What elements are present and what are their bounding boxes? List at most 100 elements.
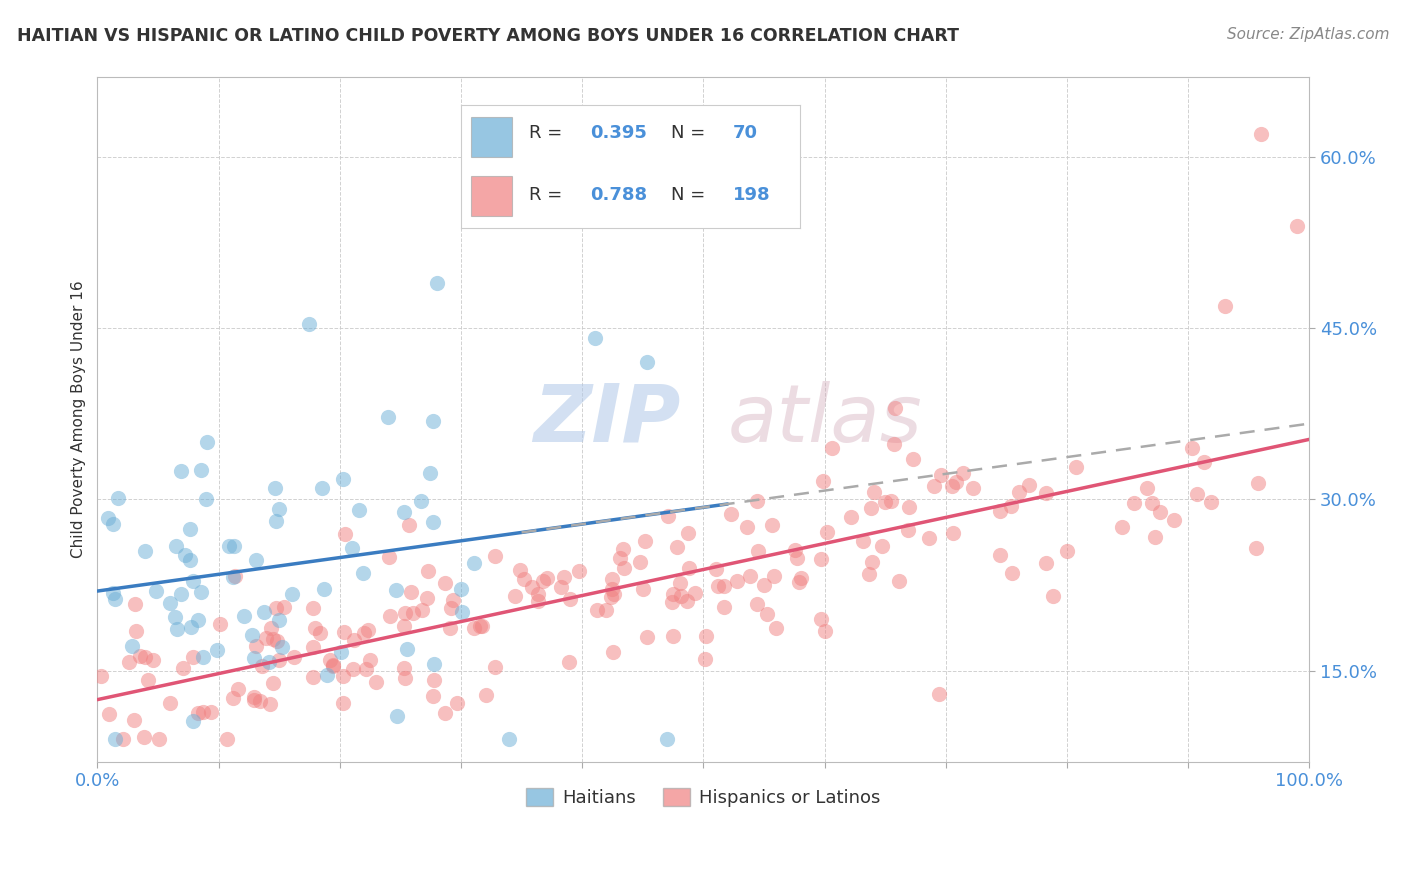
Point bbox=[941, 479, 963, 493]
Point bbox=[419, 466, 441, 480]
Point bbox=[187, 706, 209, 720]
Point bbox=[553, 570, 575, 584]
Point bbox=[97, 510, 120, 524]
Point bbox=[312, 582, 335, 596]
Point bbox=[550, 580, 572, 594]
Point bbox=[463, 622, 485, 636]
Point bbox=[134, 649, 156, 664]
Point bbox=[332, 669, 354, 683]
Point bbox=[342, 662, 364, 676]
Point bbox=[450, 605, 472, 619]
Point bbox=[484, 549, 506, 563]
Point bbox=[852, 534, 875, 549]
Point bbox=[422, 414, 444, 428]
Point bbox=[1122, 496, 1144, 510]
Point bbox=[471, 619, 494, 633]
Point bbox=[222, 570, 245, 584]
Point bbox=[181, 574, 204, 589]
Point bbox=[720, 507, 742, 521]
Point bbox=[283, 650, 305, 665]
Point bbox=[463, 556, 485, 570]
Point bbox=[1111, 520, 1133, 534]
Point bbox=[880, 494, 903, 508]
Point bbox=[205, 643, 228, 657]
Point bbox=[676, 525, 699, 540]
Point bbox=[814, 624, 837, 639]
Point bbox=[302, 670, 325, 684]
Point bbox=[222, 539, 245, 553]
Point bbox=[226, 681, 249, 696]
Point bbox=[568, 564, 591, 578]
Point bbox=[395, 641, 418, 656]
Point bbox=[713, 579, 735, 593]
Y-axis label: Child Poverty Among Boys Under 16: Child Poverty Among Boys Under 16 bbox=[72, 281, 86, 558]
Point bbox=[411, 603, 433, 617]
Point bbox=[585, 602, 607, 616]
Point bbox=[810, 612, 832, 626]
Point bbox=[1244, 541, 1267, 555]
Point bbox=[815, 524, 838, 539]
Point bbox=[399, 584, 422, 599]
Point bbox=[384, 582, 406, 597]
Point bbox=[136, 673, 159, 688]
Point bbox=[988, 548, 1011, 562]
Point bbox=[1199, 495, 1222, 509]
Point bbox=[988, 504, 1011, 518]
Point bbox=[124, 624, 146, 639]
Point bbox=[165, 539, 187, 553]
Point bbox=[364, 675, 387, 690]
Point bbox=[173, 548, 195, 562]
Point bbox=[129, 648, 152, 663]
Point bbox=[259, 697, 281, 711]
Point bbox=[249, 694, 271, 708]
Point bbox=[662, 629, 685, 643]
Point bbox=[422, 689, 444, 703]
Point bbox=[179, 552, 201, 566]
Point bbox=[1018, 478, 1040, 492]
Point bbox=[945, 475, 967, 490]
Point bbox=[322, 657, 344, 672]
Point bbox=[260, 621, 283, 635]
Point bbox=[612, 541, 634, 556]
Legend: Haitians, Hispanics or Latinos: Haitians, Hispanics or Latinos bbox=[519, 780, 887, 814]
Point bbox=[262, 632, 284, 647]
Point bbox=[433, 575, 456, 590]
Point bbox=[333, 527, 356, 541]
Point bbox=[245, 553, 267, 567]
Point bbox=[918, 531, 941, 545]
Point bbox=[1286, 219, 1309, 233]
Point bbox=[1213, 299, 1236, 313]
Point bbox=[426, 276, 449, 290]
Point bbox=[636, 354, 658, 368]
Point bbox=[873, 495, 896, 509]
Point bbox=[531, 574, 554, 588]
Point bbox=[402, 606, 425, 620]
Point bbox=[354, 662, 377, 676]
Point bbox=[134, 544, 156, 558]
Point bbox=[683, 586, 706, 600]
Point bbox=[347, 503, 370, 517]
Point bbox=[1056, 544, 1078, 558]
Point bbox=[422, 516, 444, 530]
Point bbox=[195, 491, 218, 506]
Point bbox=[101, 586, 124, 600]
Point bbox=[1000, 499, 1022, 513]
Point bbox=[745, 597, 768, 611]
Point bbox=[273, 600, 295, 615]
Point bbox=[693, 652, 716, 666]
Point bbox=[1187, 487, 1209, 501]
Point bbox=[269, 613, 291, 627]
Point bbox=[163, 610, 186, 624]
Point bbox=[416, 564, 439, 578]
Point bbox=[484, 660, 506, 674]
Point bbox=[107, 491, 129, 505]
Point bbox=[1035, 486, 1057, 500]
Point bbox=[634, 533, 657, 548]
Point bbox=[266, 634, 288, 648]
Point bbox=[503, 589, 526, 603]
Point bbox=[309, 626, 332, 640]
Point bbox=[942, 526, 965, 541]
Text: Source: ZipAtlas.com: Source: ZipAtlas.com bbox=[1226, 27, 1389, 42]
Point bbox=[208, 617, 231, 632]
Point bbox=[250, 659, 273, 673]
